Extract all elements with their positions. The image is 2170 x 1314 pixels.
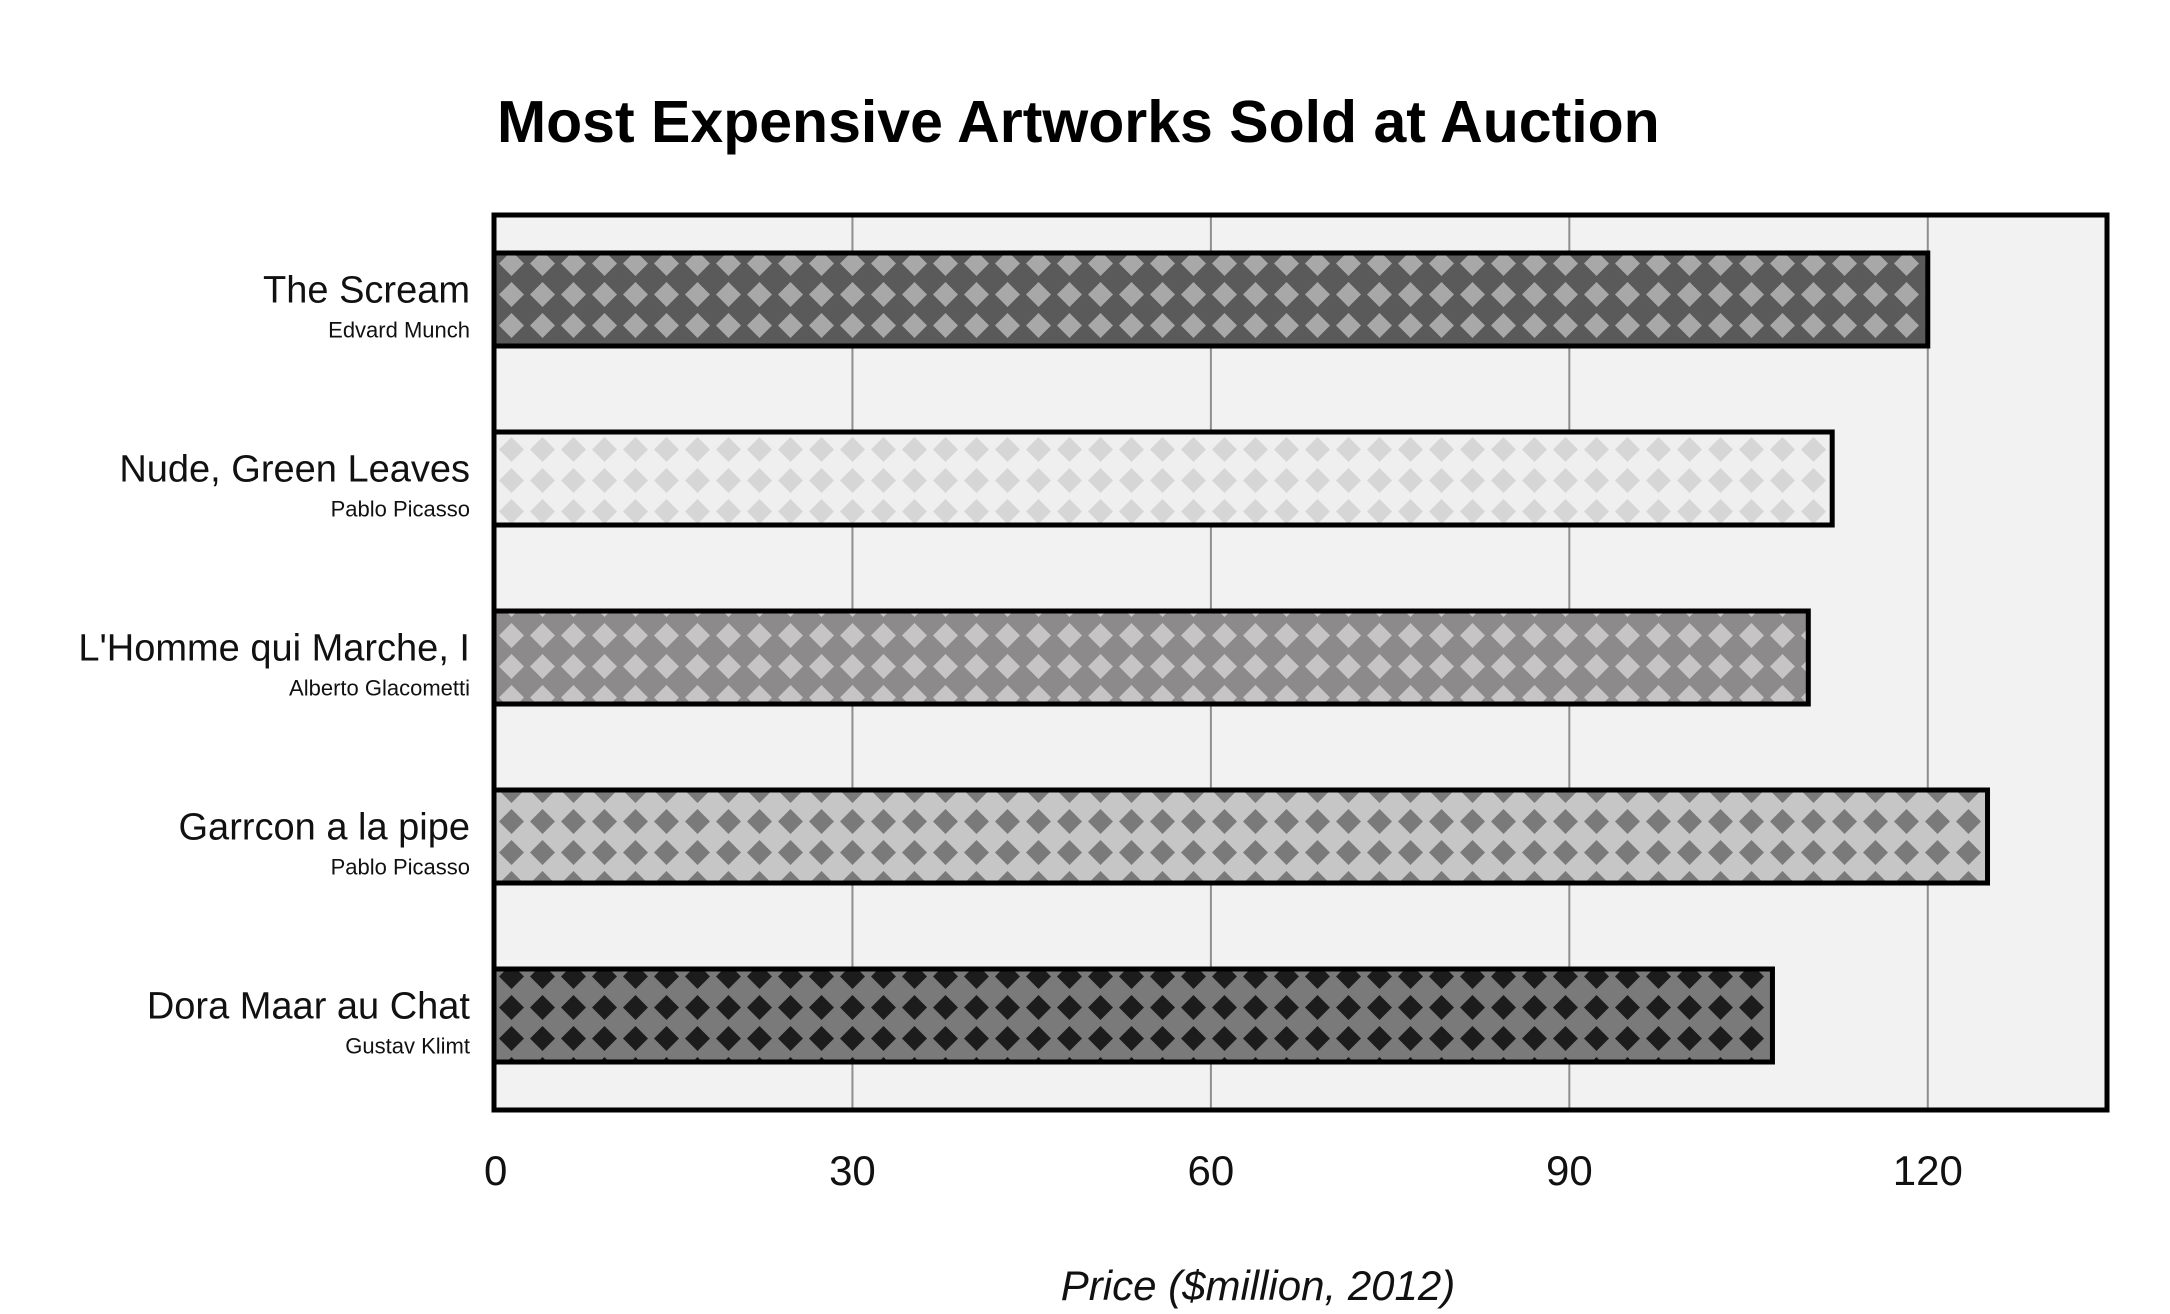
- x-axis-title: Price ($million, 2012): [1061, 1262, 1456, 1309]
- plot-frame: [491, 212, 2110, 1113]
- artist-label-1: Pablo Picasso: [331, 497, 470, 522]
- x-tick-label-0: 0: [484, 1147, 507, 1194]
- chart-title: Most Expensive Artworks Sold at Auction: [497, 89, 1660, 155]
- category-labels: The Scream Edvard Munch Nude, Green Leaves…: [78, 270, 470, 1059]
- bar-0: [491, 250, 1931, 349]
- bars: [491, 250, 1991, 1065]
- x-tick-label-60: 60: [1188, 1147, 1235, 1194]
- bar-2: [491, 608, 1811, 707]
- category-label-2: L'Homme qui Marche, I: [78, 628, 470, 670]
- artist-label-2: Alberto Glacometti: [289, 676, 470, 701]
- artist-label-0: Edvard Munch: [328, 318, 470, 343]
- artist-label-3: Pablo Picasso: [331, 855, 470, 880]
- x-tick-label-30: 30: [829, 1147, 876, 1194]
- bar-1: [491, 429, 1835, 528]
- x-tick-labels: 0 30 60 90 120: [484, 1147, 1963, 1194]
- category-label-3: Garrcon a la pipe: [179, 807, 471, 849]
- artist-label-4: Gustav Klimt: [345, 1034, 470, 1059]
- bar-3: [491, 787, 1991, 886]
- category-label-0: The Scream: [263, 270, 470, 312]
- bar-4: [491, 966, 1775, 1065]
- category-label-1: Nude, Green Leaves: [119, 449, 470, 491]
- x-tick-label-90: 90: [1546, 1147, 1593, 1194]
- x-tick-label-120: 120: [1893, 1147, 1963, 1194]
- category-label-4: Dora Maar au Chat: [147, 986, 471, 1028]
